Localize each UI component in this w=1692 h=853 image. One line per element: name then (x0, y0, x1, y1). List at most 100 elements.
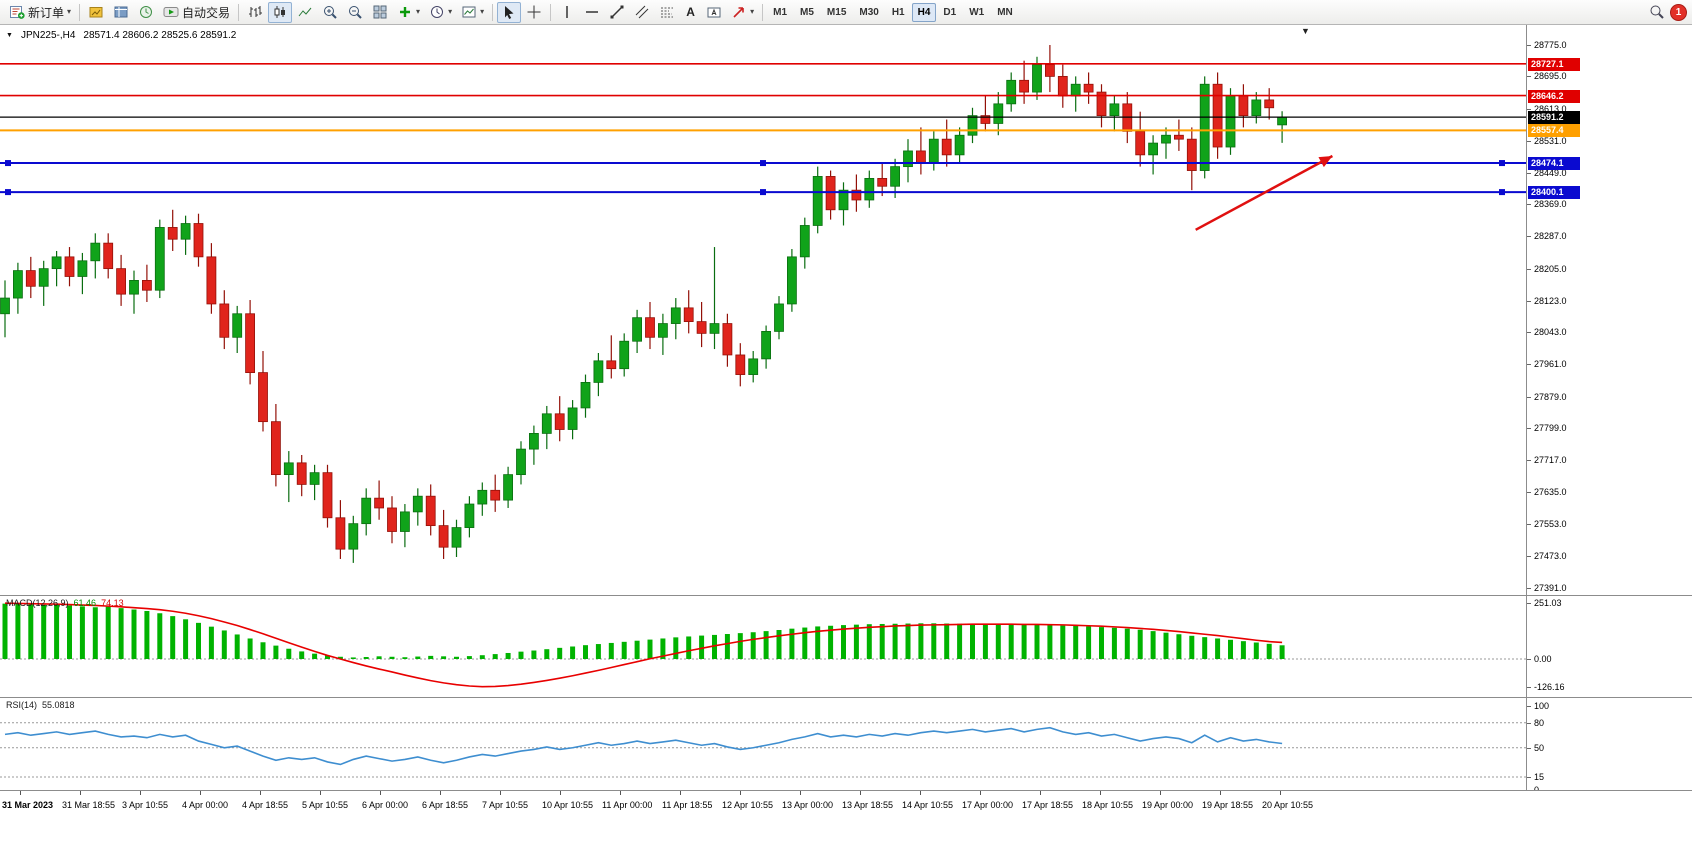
trend-arrow-head[interactable] (1318, 156, 1333, 168)
panel-separator[interactable] (0, 595, 1692, 596)
timeframe-d1[interactable]: D1 (943, 6, 957, 18)
candle-body (851, 189, 862, 201)
arrows-tool-button[interactable]: ▾ (727, 2, 758, 23)
bar-chart-button[interactable] (243, 2, 267, 23)
axis-tick (1527, 687, 1531, 689)
candle-body (735, 354, 746, 375)
new-order-button[interactable]: 新订单 ▾ (5, 2, 75, 23)
zoom-in-button[interactable] (318, 2, 342, 23)
price-axis-label: 28205.0 (1534, 263, 1567, 274)
line-handle[interactable] (760, 160, 766, 167)
channel-button[interactable] (630, 2, 654, 23)
time-tick (320, 791, 321, 795)
price-axis-label: 27799.0 (1534, 422, 1567, 433)
candle-body (541, 413, 552, 434)
candle-body (219, 303, 230, 338)
candle-body (619, 340, 630, 370)
price-chart[interactable] (0, 25, 1526, 595)
candle-body (993, 103, 1004, 124)
strategy-tester-button[interactable] (134, 2, 158, 23)
time-axis[interactable]: 31 Mar 2023 31 Mar 18:55 3 Apr 10:55 4 Apr … (0, 790, 1692, 853)
candle-body (954, 134, 965, 156)
timeframe-h4[interactable]: H4 (911, 2, 937, 22)
timeframe-h1[interactable]: H1 (891, 6, 905, 18)
chevron-down-icon: ▾ (67, 7, 72, 16)
periods-button[interactable]: ▾ (425, 2, 456, 23)
candle-body (722, 323, 733, 356)
text-label-button[interactable] (702, 2, 726, 23)
timeframe-m1[interactable]: M1 (773, 6, 788, 18)
rsi-line (4, 726, 1283, 766)
candle-body (503, 474, 514, 501)
indicators-button[interactable]: ▾ (393, 2, 424, 23)
notification-badge[interactable]: 1 (1670, 3, 1687, 21)
trend-arrow[interactable] (1195, 154, 1334, 231)
candle-body (451, 527, 462, 548)
line-handle[interactable] (1499, 189, 1505, 196)
horizontal-line-icon (586, 11, 599, 13)
search-button[interactable] (1645, 2, 1669, 23)
toolbar-separator (79, 3, 81, 21)
candle-body (193, 223, 204, 258)
fibonacci-button[interactable] (655, 2, 679, 23)
template-button[interactable]: ▾ (457, 2, 488, 23)
timeframe-w1[interactable]: W1 (969, 6, 985, 18)
time-tick (500, 791, 501, 795)
toolbar-separator (550, 3, 552, 21)
price-axis[interactable]: 28775.0 28695.0 28613.0 28531.0 28449.0 28369… (1526, 25, 1692, 595)
line-handle[interactable] (760, 189, 766, 196)
text-button[interactable]: A (680, 2, 701, 23)
timeframe-m30[interactable]: M30 (859, 6, 879, 18)
one-click-trading-toggle-icon[interactable]: ▼ (6, 32, 13, 39)
axis-tick (1527, 706, 1531, 707)
zoom-out-button[interactable] (343, 2, 367, 23)
candle-body (232, 313, 243, 338)
timeframe-m15[interactable]: M15 (826, 6, 847, 18)
data-window-button[interactable] (109, 2, 133, 23)
line-handle[interactable] (1499, 160, 1505, 167)
time-tick (740, 791, 741, 795)
chart-shift-marker-icon[interactable]: ▼ (1301, 26, 1310, 36)
candle-body (335, 517, 346, 550)
chart-title: ▼ JPN225-,H4 28571.4 28606.2 28525.6 285… (6, 30, 236, 41)
trendline-icon (610, 5, 624, 19)
timeframe-m5[interactable]: M5 (800, 6, 814, 18)
axis-tick (1527, 427, 1531, 429)
candle-body (438, 525, 449, 548)
time-axis-label: 19 Apr 00:00 (1142, 800, 1194, 810)
candle-body (1083, 83, 1094, 93)
timeframe-mn[interactable]: MN (997, 6, 1013, 18)
cursor-button[interactable] (497, 1, 522, 23)
axis-tick (1527, 268, 1531, 270)
toolbar-separator (492, 3, 494, 21)
autotrading-button[interactable]: 自动交易 (159, 2, 234, 23)
time-axis-label: 17 Apr 00:00 (962, 800, 1014, 810)
chevron-down-icon: ▾ (448, 7, 453, 16)
rsi-axis-label: 15 (1534, 771, 1545, 782)
crosshair-button[interactable] (522, 2, 546, 23)
line-chart-button[interactable] (293, 2, 317, 23)
price-axis-label: 27553.0 (1534, 519, 1567, 530)
macd-name: MACD(12,26,9) (6, 598, 69, 608)
price-axis-label: 28695.0 (1534, 71, 1567, 82)
line-handle[interactable] (5, 189, 11, 196)
time-axis-label: 11 Apr 18:55 (662, 800, 713, 810)
horizontal-line-button[interactable] (580, 2, 604, 23)
tile-windows-button[interactable] (368, 2, 392, 23)
price-tag: 28400.1 (1528, 186, 1580, 200)
candle-body (309, 472, 320, 485)
price-axis-label: 28287.0 (1534, 231, 1567, 242)
vertical-line-button[interactable] (555, 2, 579, 23)
search-icon (1650, 5, 1664, 19)
panel-separator[interactable] (0, 697, 1692, 698)
chevron-down-icon: ▾ (416, 7, 421, 16)
trendline-button[interactable] (605, 2, 629, 23)
market-watch-button[interactable] (84, 2, 108, 23)
candlestick-button[interactable] (268, 1, 293, 23)
time-axis-label: 13 Apr 18:55 (842, 800, 894, 810)
line-handle[interactable] (5, 160, 11, 167)
candle-body (399, 511, 410, 532)
candle-body (658, 323, 668, 338)
template-icon (462, 6, 476, 18)
axis-tick (1527, 588, 1531, 589)
